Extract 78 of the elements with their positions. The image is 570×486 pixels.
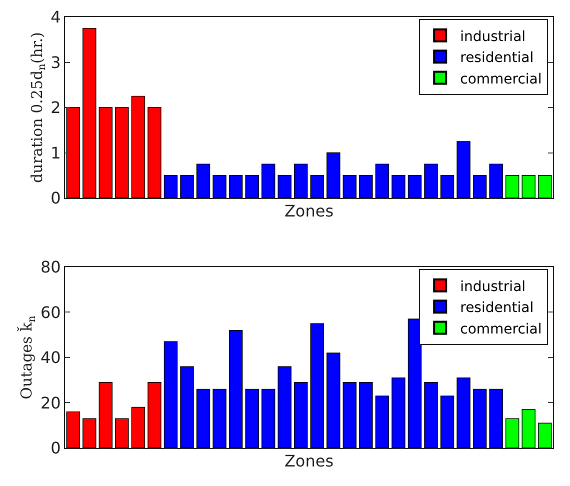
bar xyxy=(98,382,113,448)
bar xyxy=(392,378,406,448)
bar xyxy=(294,164,308,198)
y-tick-label: 0 xyxy=(50,188,61,208)
bar xyxy=(522,175,536,198)
bar xyxy=(375,164,390,198)
bar xyxy=(440,396,454,448)
y-tick-label: 20 xyxy=(40,393,61,412)
bar xyxy=(505,418,520,448)
y-tick-label: 80 xyxy=(40,258,61,277)
bar xyxy=(82,418,96,448)
bar xyxy=(66,411,80,448)
legend-label: commercial xyxy=(460,321,542,338)
legend-label: commercial xyxy=(460,71,542,88)
bar xyxy=(115,418,129,448)
bar xyxy=(326,152,340,198)
bar xyxy=(148,382,162,448)
y-tick-label: 2 xyxy=(50,98,61,118)
bar xyxy=(456,141,470,198)
y-tick-label: 3 xyxy=(50,52,61,72)
bar xyxy=(66,107,80,198)
bar xyxy=(131,406,146,448)
legend-label: residential xyxy=(460,50,534,66)
bar xyxy=(456,378,470,448)
bar xyxy=(424,382,438,448)
bar xyxy=(538,175,552,198)
bar xyxy=(196,164,210,198)
bar xyxy=(164,341,178,448)
bar xyxy=(245,388,259,448)
bar xyxy=(261,388,276,448)
bar xyxy=(522,409,536,448)
bar xyxy=(294,382,308,448)
bar xyxy=(228,330,243,448)
bar xyxy=(408,318,422,448)
bar xyxy=(359,175,373,198)
y-tick-label: 1 xyxy=(50,143,61,162)
legend-label: industrial xyxy=(460,28,526,45)
bar xyxy=(278,366,292,448)
bar xyxy=(392,175,406,198)
bar xyxy=(538,422,552,448)
bar xyxy=(261,164,276,198)
bar xyxy=(245,175,259,198)
bar xyxy=(440,175,454,198)
bar xyxy=(472,175,487,198)
bar xyxy=(82,28,96,198)
bar xyxy=(489,388,503,448)
y-tick-label: 40 xyxy=(40,348,61,368)
bar xyxy=(228,175,243,198)
bar xyxy=(212,388,226,448)
y-tick-label: 4 xyxy=(50,8,61,27)
y-tick-label: 0 xyxy=(50,438,61,458)
bar xyxy=(131,96,146,198)
x-axis-title: Zones xyxy=(284,451,334,470)
bar xyxy=(359,382,373,448)
bar xyxy=(505,175,520,198)
bar xyxy=(180,366,194,448)
bar xyxy=(180,175,194,198)
bar xyxy=(98,107,113,198)
bar xyxy=(310,323,324,448)
x-axis-title: Zones xyxy=(284,201,334,220)
bar xyxy=(115,107,129,198)
bar xyxy=(164,175,178,198)
bar xyxy=(196,388,210,448)
bar xyxy=(148,107,162,198)
legend-label: industrial xyxy=(460,278,526,295)
bar xyxy=(408,175,422,198)
bar xyxy=(472,388,487,448)
bar xyxy=(278,175,292,198)
bar xyxy=(310,175,324,198)
bar xyxy=(342,382,357,448)
bar xyxy=(212,175,226,198)
bar xyxy=(424,164,438,198)
y-tick-label: 60 xyxy=(40,302,61,322)
legend-label: residential xyxy=(460,300,534,316)
bar xyxy=(342,175,357,198)
bar xyxy=(489,164,503,198)
bar xyxy=(326,352,340,448)
bar xyxy=(375,396,390,448)
